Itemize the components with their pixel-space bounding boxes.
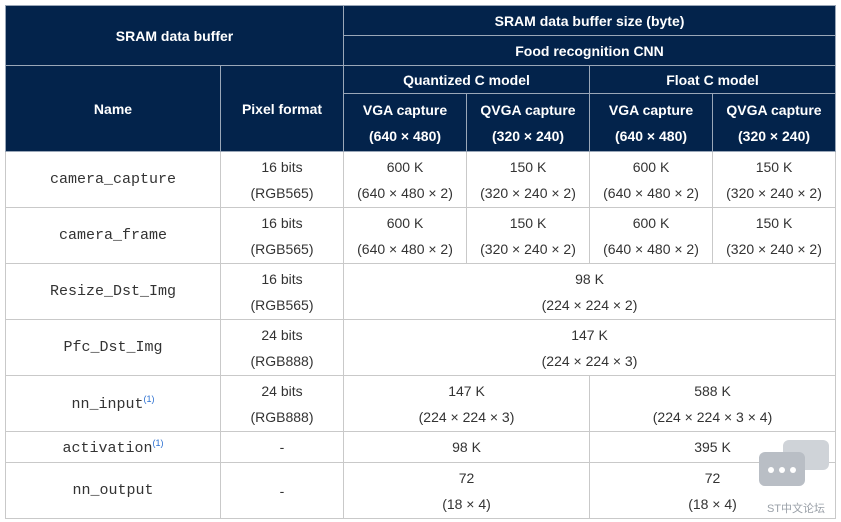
header-sram-data-buffer: SRAM data buffer [4, 5, 345, 66]
size-cell: 600 K (640 × 480 × 2) [343, 207, 468, 264]
size-cell: 600 K (640 × 480 × 2) [589, 151, 714, 208]
watermark: ST中文论坛 [759, 438, 833, 516]
size-cell: 600 K (640 × 480 × 2) [343, 151, 468, 208]
row-name: Resize_Dst_Img [5, 263, 221, 320]
table-row: camera_capture 16 bits (RGB565) 600 K (640… [5, 151, 837, 208]
pixel-format-cell: 16 bits (RGB565) [219, 207, 345, 264]
header-name: Name [5, 65, 221, 152]
watermark-text: ST中文论坛 [766, 503, 826, 515]
header-food-cnn: Food recognition CNN [343, 35, 837, 66]
header-quantized-model: Quantized C model [343, 65, 591, 94]
row-name: camera_frame [5, 207, 221, 264]
size-cell: 98 K (224 × 224 × 2) [343, 263, 837, 320]
pixel-format-cell: - [219, 462, 345, 519]
size-cell: 600 K (640 × 480 × 2) [589, 207, 714, 264]
pixel-format-cell: 16 bits (RGB565) [219, 151, 345, 208]
row-name: activation(1) [5, 431, 221, 463]
table-row: activation(1) - 98 K 395 K [5, 431, 837, 463]
row-name: camera_capture [5, 151, 221, 208]
pixel-format-cell: - [219, 431, 345, 463]
footnote-ref[interactable]: (1) [152, 437, 164, 448]
table-row: camera_frame 16 bits (RGB565) 600 K (640 ×… [5, 207, 837, 264]
table-row: nn_output - 72 (18 × 4) 72 (18 × 4) [5, 462, 837, 519]
size-cell: 150 K (320 × 240 × 2) [712, 151, 837, 208]
size-cell: 72 (18 × 4) [343, 462, 591, 519]
size-cell: 150 K (320 × 240 × 2) [712, 207, 837, 264]
row-name: nn_input(1) [5, 375, 221, 432]
size-cell: 72 (18 × 4) [589, 462, 837, 519]
size-cell: 150 K (320 × 240 × 2) [466, 151, 591, 208]
sram-buffer-table: SRAM data buffer SRAM data buffer size (… [4, 5, 837, 519]
footnote-ref[interactable]: (1) [143, 394, 155, 404]
size-cell: 98 K [343, 431, 591, 463]
header-f-vga: VGA capture (640 × 480) [589, 93, 714, 152]
pixel-format-cell: 24 bits (RGB888) [219, 319, 345, 376]
header-buffer-size: SRAM data buffer size (byte) [343, 5, 837, 36]
pixel-format-cell: 24 bits (RGB888) [219, 375, 345, 432]
header-float-model: Float C model [589, 65, 837, 94]
header-q-vga: VGA capture (640 × 480) [343, 93, 468, 152]
row-name: Pfc_Dst_Img [5, 319, 221, 376]
size-cell: 147 K (224 × 224 × 3) [343, 319, 837, 376]
table-row: nn_input(1) 24 bits (RGB888) 147 K (224 × … [5, 375, 837, 432]
header-q-qvga: QVGA capture (320 × 240) [466, 93, 591, 152]
header-pixel-format: Pixel format [219, 65, 345, 152]
pixel-format-cell: 16 bits (RGB565) [219, 263, 345, 320]
table-row: Resize_Dst_Img 16 bits (RGB565) 98 K (224 … [5, 263, 837, 320]
row-name: nn_output [5, 462, 221, 519]
size-cell: 150 K (320 × 240 × 2) [466, 207, 591, 264]
header-f-qvga: QVGA capture (320 × 240) [712, 93, 837, 152]
size-cell: 588 K (224 × 224 × 3 × 4) [589, 375, 837, 432]
table-row: Pfc_Dst_Img 24 bits (RGB888) 147 K (224 × … [5, 319, 837, 376]
size-cell: 147 K (224 × 224 × 3) [343, 375, 591, 432]
